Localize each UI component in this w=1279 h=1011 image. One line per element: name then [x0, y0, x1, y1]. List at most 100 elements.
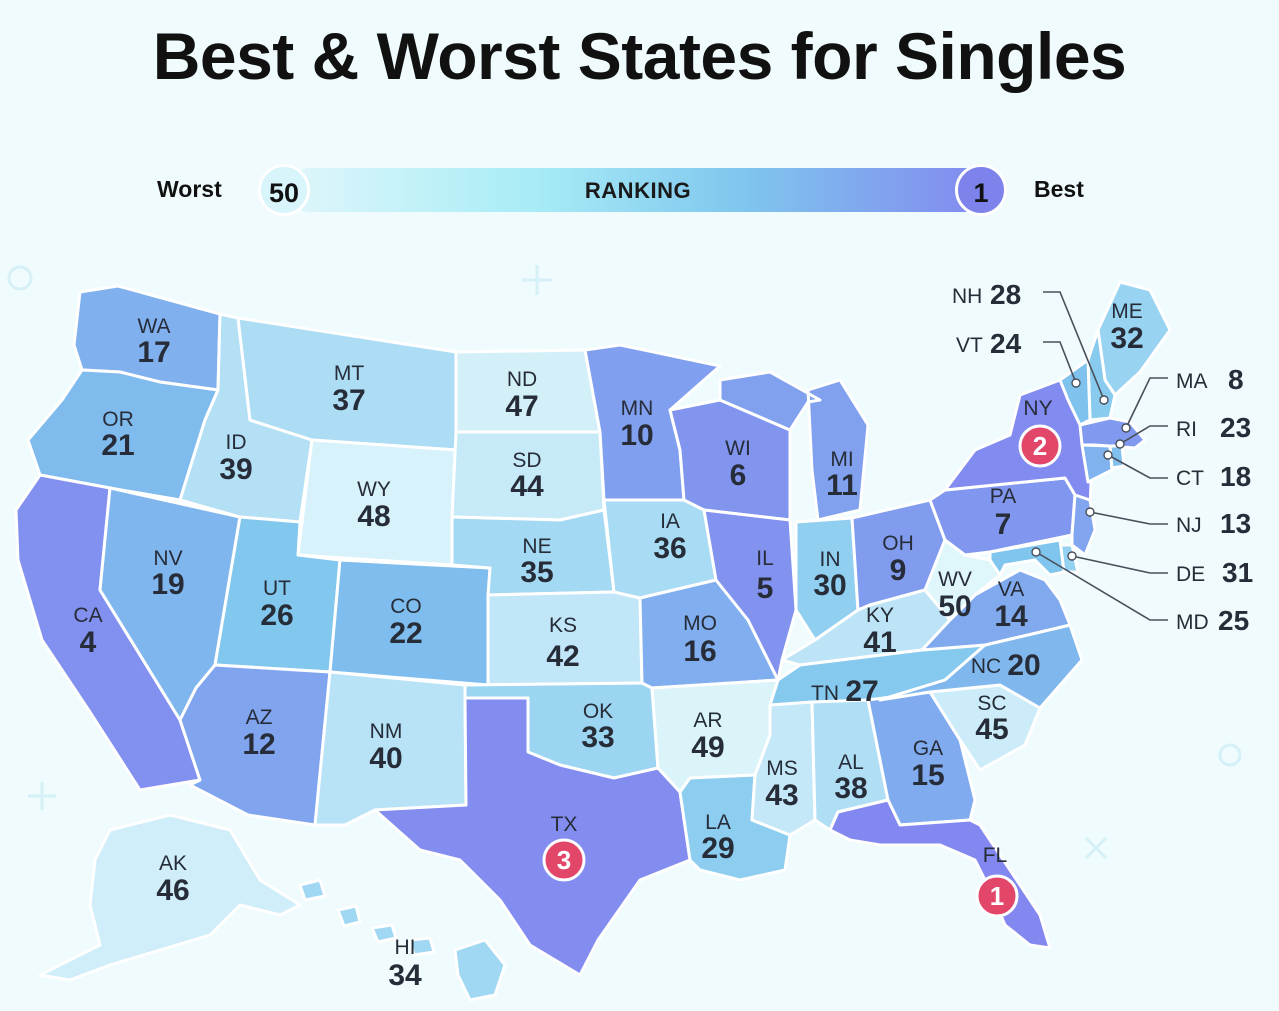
label-nc-rank: 20 — [1007, 649, 1040, 682]
label-al-abbr: AL — [838, 751, 864, 774]
label-ny-abbr: NY — [1023, 397, 1052, 420]
label-sc-abbr: SC — [977, 692, 1006, 715]
state-mi[interactable] — [718, 370, 870, 522]
label-wv-abbr: WV — [938, 568, 972, 591]
label-ks-rank: 42 — [546, 640, 579, 673]
label-ky-abbr: KY — [866, 604, 894, 627]
label-mo-abbr: MO — [683, 612, 717, 635]
legend-best-value: 1 — [955, 164, 1007, 216]
label-nd-abbr: ND — [507, 368, 537, 391]
state-ma[interactable] — [1078, 416, 1147, 450]
callout-nh-abbr: NH — [952, 285, 982, 308]
callout-ma-rank: 8 — [1228, 364, 1244, 395]
label-ut-rank: 26 — [260, 599, 293, 632]
label-ms-rank: 43 — [765, 779, 798, 812]
label-tn-rank: 27 — [845, 675, 878, 708]
state-nj[interactable] — [1070, 493, 1097, 557]
label-in-abbr: IN — [820, 548, 841, 571]
label-ok-rank: 33 — [581, 721, 614, 754]
label-hi-rank: 34 — [388, 959, 422, 992]
label-co-abbr: CO — [390, 595, 422, 618]
label-wa-abbr: WA — [137, 315, 170, 338]
label-ky-rank: 41 — [863, 626, 896, 659]
callout-de-abbr: DE — [1176, 563, 1205, 586]
label-sd-rank: 44 — [510, 470, 544, 503]
label-wi-abbr: WI — [725, 437, 751, 460]
label-ar-rank: 49 — [691, 731, 724, 764]
label-mt-rank: 37 — [332, 384, 365, 417]
callout-md-abbr: MD — [1176, 611, 1209, 634]
label-nc-abbr: NC — [971, 655, 1001, 678]
legend-bar-label: RANKING — [584, 178, 692, 203]
label-fl-abbr: FL — [983, 844, 1008, 867]
label-az-rank: 12 — [242, 728, 275, 761]
label-nd-rank: 47 — [505, 390, 538, 423]
label-az-abbr: AZ — [246, 706, 273, 729]
label-ga-abbr: GA — [913, 737, 943, 760]
page-title: Best & Worst States for Singles — [152, 19, 1127, 93]
ranking-legend-bar: RANKING — [288, 168, 988, 212]
state-md[interactable] — [988, 538, 1066, 577]
callout-md-rank: 25 — [1218, 605, 1249, 636]
label-me-abbr: ME — [1111, 300, 1143, 323]
callout-ri-abbr: RI — [1176, 418, 1197, 441]
label-oh-rank: 9 — [890, 554, 907, 587]
label-ne-abbr: NE — [522, 535, 551, 558]
label-sd-abbr: SD — [512, 449, 541, 472]
label-hi-abbr: HI — [395, 936, 416, 959]
label-mn-rank: 10 — [620, 419, 653, 452]
label-mn-abbr: MN — [621, 397, 654, 420]
callout-ri-rank: 23 — [1220, 412, 1251, 443]
label-oh-abbr: OH — [882, 532, 914, 555]
label-nv-rank: 19 — [151, 568, 184, 601]
label-mi-rank: 11 — [826, 469, 858, 502]
label-ia-abbr: IA — [660, 510, 680, 533]
label-in-rank: 30 — [813, 569, 846, 602]
svg-text:1: 1 — [990, 881, 1004, 911]
callout-ct-rank: 18 — [1220, 461, 1251, 492]
label-ks-abbr: KS — [549, 614, 577, 637]
callout-nh-rank: 28 — [990, 279, 1021, 310]
state-nc[interactable] — [878, 623, 1084, 710]
label-ms-abbr: MS — [766, 757, 798, 780]
legend-best-label: Best — [1034, 176, 1084, 202]
label-ne-rank: 35 — [520, 556, 553, 589]
label-or-rank: 21 — [101, 429, 134, 462]
label-la-abbr: LA — [705, 811, 731, 834]
label-mi-abbr: MI — [830, 448, 853, 471]
callout-de-rank: 31 — [1222, 557, 1253, 588]
svg-text:2: 2 — [1033, 431, 1047, 461]
label-va-abbr: VA — [998, 578, 1024, 601]
svg-text:3: 3 — [557, 845, 571, 875]
badge-tx: 3 — [542, 838, 586, 882]
label-nm-abbr: NM — [370, 720, 403, 743]
state-tx[interactable] — [373, 696, 692, 977]
label-pa-rank: 7 — [995, 508, 1012, 541]
badge-fl: 1 — [975, 874, 1019, 918]
label-wv-rank: 50 — [938, 590, 971, 623]
state-hi[interactable] — [298, 878, 507, 1002]
label-wi-rank: 6 — [730, 459, 747, 492]
callout-vt-abbr: VT — [956, 334, 983, 357]
legend-worst-value: 50 — [258, 164, 310, 216]
label-id-abbr: ID — [226, 431, 247, 454]
label-wy-abbr: WY — [357, 478, 391, 501]
state-fl[interactable] — [828, 798, 1052, 950]
label-il-rank: 5 — [757, 572, 774, 605]
label-tx-abbr: TX — [551, 813, 578, 836]
label-ca-rank: 4 — [80, 626, 97, 659]
label-ga-rank: 15 — [911, 759, 944, 792]
state-la[interactable] — [678, 773, 792, 882]
label-id-rank: 39 — [219, 453, 252, 486]
state-ak[interactable] — [38, 813, 302, 982]
callout-nj-rank: 13 — [1220, 508, 1251, 539]
callout-vt-rank: 24 — [990, 328, 1022, 359]
callout-nj-abbr: NJ — [1176, 514, 1202, 537]
label-wa-rank: 17 — [137, 336, 170, 369]
state-il[interactable] — [702, 508, 798, 682]
label-me-rank: 32 — [1110, 322, 1143, 355]
label-mt-abbr: MT — [334, 362, 364, 385]
legend-worst-label: Worst — [157, 176, 222, 202]
callout-ct-abbr: CT — [1176, 467, 1204, 490]
label-pa-abbr: PA — [990, 485, 1016, 508]
